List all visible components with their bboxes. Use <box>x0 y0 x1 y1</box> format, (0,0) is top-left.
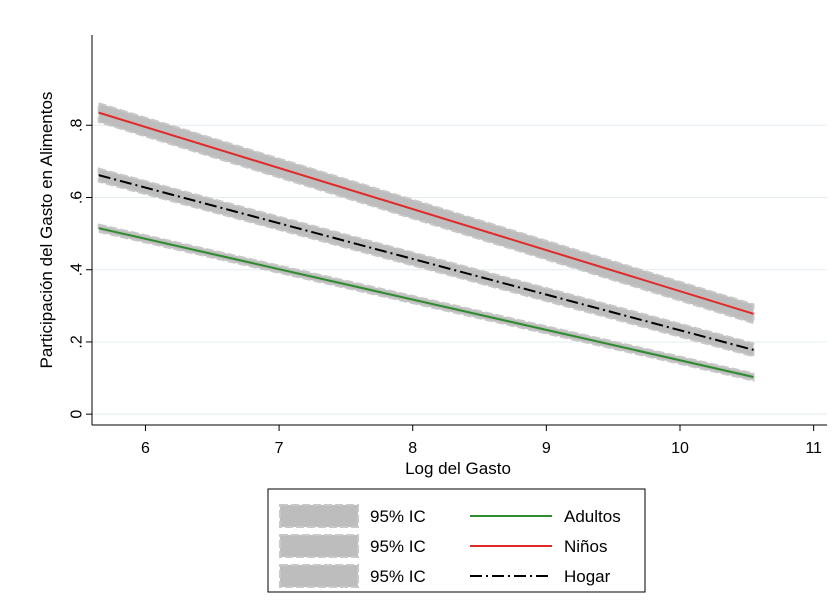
legend-ci-label: 95% IC <box>370 567 426 586</box>
y-tick-label: .6 <box>69 191 86 204</box>
x-tick-label: 6 <box>141 440 150 457</box>
y-axis-title: Participación del Gasto en Alimentos <box>37 92 56 369</box>
y-tick-label: .4 <box>69 263 86 276</box>
legend-ci-label: 95% IC <box>370 507 426 526</box>
legend-series-label: Adultos <box>564 507 621 526</box>
y-tick-label: 0 <box>69 410 86 419</box>
y-tick-label: .2 <box>69 335 86 348</box>
legend-series-label: Niños <box>564 537 607 556</box>
series-line-adultos <box>98 227 754 378</box>
x-tick-label: 10 <box>671 440 689 457</box>
x-tick-label: 7 <box>275 440 284 457</box>
legend-series-label: Hogar <box>564 567 611 586</box>
x-axis-title: Log del Gasto <box>405 459 511 478</box>
legend: 95% IC Adultos 95% IC Niños 95% IC Hogar <box>267 488 646 593</box>
legend-ci-swatch <box>279 564 359 588</box>
series-lines <box>98 111 754 378</box>
axes: 0 .2 .4 .6 .8 6 7 8 9 10 11 <box>69 35 827 457</box>
legend-ci-label: 95% IC <box>370 537 426 556</box>
x-tick-label: 11 <box>805 440 822 457</box>
series-line-niños <box>98 111 754 315</box>
x-tick-label: 9 <box>542 440 551 457</box>
y-tick-label: .8 <box>69 119 86 132</box>
legend-ci-swatch <box>279 504 359 528</box>
legend-ci-swatch <box>279 534 359 558</box>
series-line-hogar <box>98 174 754 351</box>
x-tick-label: 8 <box>408 440 417 457</box>
confidence-bands <box>97 101 755 382</box>
